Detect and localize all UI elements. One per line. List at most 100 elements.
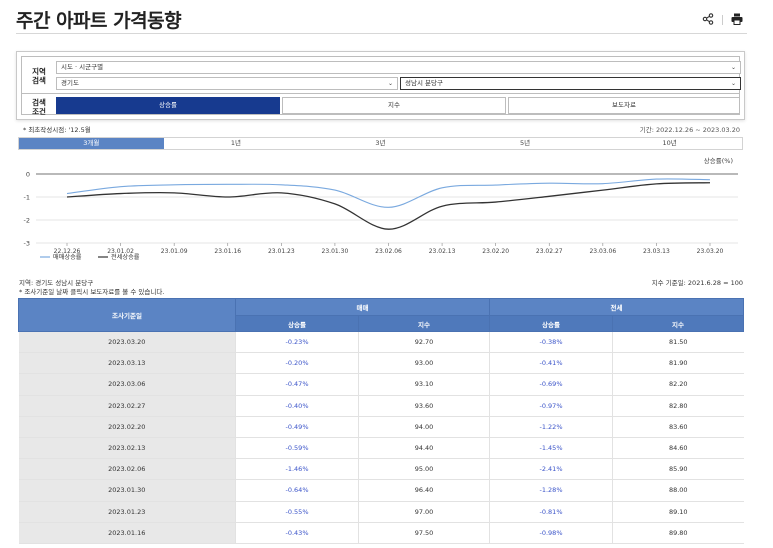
x-tick-label: 23.01.09 (161, 248, 188, 255)
condition-label: 검색 조건 (22, 98, 56, 116)
sale-index-cell: 93.60 (358, 395, 490, 417)
jeonse-index-cell: 84.60 (612, 437, 744, 460)
jeonse-index-cell: 85.90 (612, 458, 744, 481)
x-tick-label: 23.03.06 (589, 248, 616, 255)
sigungu-select-value: 성남시 분당구 (405, 79, 443, 87)
period-range: 기간: 2022.12.26 ~ 2023.03.20 (639, 126, 740, 134)
type-select[interactable]: 시도 · 시군구별 ⌄ (56, 61, 741, 74)
jeonse-rate-cell: -0.81% (489, 501, 613, 523)
sale-rate-cell: -0.23% (235, 331, 359, 354)
sido-select[interactable]: 경기도 ⌄ (56, 77, 398, 90)
legend-label: 매매상승률 (53, 253, 82, 261)
date-cell[interactable]: 2023.01.16 (18, 522, 236, 544)
sale-rate-header: 상승률 (235, 315, 359, 332)
tab-10years[interactable]: 10년 (597, 138, 742, 149)
jeonse-index-cell: 89.10 (612, 501, 744, 523)
index-base-date: 지수 기준일: 2021.6.28 = 100 (651, 279, 743, 287)
jeonse-index-header: 지수 (612, 315, 744, 332)
date-header: 조사기준일 (18, 298, 236, 332)
series-line-jeonse (66, 182, 711, 230)
search-panel-inner: 지역 검색 시도 · 시군구별 ⌄ 경기도 ⌄ 성남시 분당구 ⌄ 검색 조건 … (21, 56, 741, 116)
sale-rate-cell: -0.64% (235, 479, 359, 502)
title-divider (16, 33, 747, 34)
sale-index-cell: 94.00 (358, 416, 490, 438)
jeonse-index-cell: 82.20 (612, 373, 744, 396)
jeonse-index-cell: 88.00 (612, 479, 744, 502)
legend-label: 전세상승률 (111, 253, 140, 261)
tab-5years[interactable]: 5년 (452, 138, 598, 149)
date-cell[interactable]: 2023.02.13 (18, 437, 236, 460)
table-row: 2023.03.20 -0.23% 92.70 -0.38% 81.50 (18, 331, 744, 354)
search-panel: 지역 검색 시도 · 시군구별 ⌄ 경기도 ⌄ 성남시 분당구 ⌄ 검색 조건 … (16, 51, 745, 120)
jeonse-index-cell: 83.60 (612, 416, 744, 438)
chevron-down-icon: ⌄ (387, 80, 393, 87)
share-icon[interactable] (702, 10, 714, 29)
option-rate-button[interactable]: 상승률 (56, 97, 280, 114)
option-press-button[interactable]: 보도자료 (508, 97, 740, 114)
jeonse-rate-cell: -2.41% (489, 458, 613, 481)
sale-index-cell: 97.50 (358, 522, 490, 544)
sale-index-cell: 96.40 (358, 479, 490, 502)
date-cell[interactable]: 2023.02.06 (18, 458, 236, 481)
table-row: 2023.02.27 -0.40% 93.60 -0.97% 82.80 (18, 395, 744, 417)
tab-3months[interactable]: 3개월 (19, 138, 164, 149)
sale-rate-cell: -0.59% (235, 437, 359, 460)
page-actions (702, 10, 743, 29)
x-tick-label: 23.02.20 (482, 248, 509, 255)
y-axis-label: 상승률(%) (704, 156, 733, 165)
price-table-body: 2023.03.20 -0.23% 92.70 -0.38% 81.50 2023.03.… (18, 331, 744, 544)
date-cell[interactable]: 2023.01.30 (18, 479, 236, 502)
jeonse-rate-cell: -1.45% (489, 437, 613, 460)
sigungu-select[interactable]: 성남시 분당구 ⌄ (400, 77, 741, 90)
jeonse-rate-cell: -0.69% (489, 373, 613, 396)
tab-3years[interactable]: 3년 (308, 138, 453, 149)
rate-chart: 상승률(%) 0 -1 -2 -3 22.12.26 23.01.02 23.01.09 23.… (0, 152, 773, 270)
table-row: 2023.02.13 -0.59% 94.40 -1.45% 84.60 (18, 437, 744, 460)
print-icon[interactable] (731, 10, 743, 29)
jeonse-rate-cell: -0.98% (489, 522, 613, 544)
date-cell[interactable]: 2023.03.06 (18, 373, 236, 396)
table-row: 2023.02.20 -0.49% 94.00 -1.22% 83.60 (18, 416, 744, 438)
search-row-divider (22, 93, 739, 94)
sido-select-value: 경기도 (61, 79, 79, 87)
rate-chart-svg: 상승률(%) 0 -1 -2 -3 22.12.26 23.01.02 23.01.09 23.… (24, 156, 738, 261)
table-row: 2023.03.06 -0.47% 93.10 -0.69% 82.20 (18, 373, 744, 396)
date-cell[interactable]: 2023.03.20 (18, 331, 236, 354)
tab-1year[interactable]: 1년 (163, 138, 309, 149)
sale-index-cell: 93.00 (358, 352, 490, 375)
table-row: 2023.01.23 -0.55% 97.00 -0.81% 89.10 (18, 501, 744, 523)
jeonse-rate-cell: -0.38% (489, 331, 613, 354)
table-row: 2023.02.06 -1.46% 95.00 -2.41% 85.90 (18, 458, 744, 481)
x-tick-label: 23.03.20 (697, 248, 724, 255)
jeonse-group-header: 전세 (489, 298, 744, 316)
type-select-value: 시도 · 시군구별 (61, 63, 104, 71)
jeonse-index-cell: 81.90 (612, 352, 744, 375)
date-cell[interactable]: 2023.02.20 (18, 416, 236, 438)
table-row: 2023.01.30 -0.64% 96.40 -1.28% 88.00 (18, 479, 744, 502)
date-cell[interactable]: 2023.02.27 (18, 395, 236, 417)
x-tick-label: 23.01.30 (322, 248, 349, 255)
jeonse-rate-header: 상승률 (489, 315, 613, 332)
jeonse-rate-cell: -0.97% (489, 395, 613, 417)
x-tick-label: 23.01.16 (214, 248, 241, 255)
x-tick-label: 23.02.06 (375, 248, 402, 255)
jeonse-index-cell: 89.80 (612, 522, 744, 544)
first-created-note: * 최초작성시점: '12.5월 (23, 126, 91, 134)
table-row: 2023.01.16 -0.43% 97.50 -0.98% 89.80 (18, 522, 744, 544)
x-tick-label: 23.02.27 (536, 248, 563, 255)
date-cell[interactable]: 2023.03.13 (18, 352, 236, 375)
x-tick-label: 22.12.26 (54, 248, 81, 255)
date-cell[interactable]: 2023.01.23 (18, 501, 236, 523)
option-index-button[interactable]: 지수 (282, 97, 506, 114)
jeonse-rate-cell: -0.41% (489, 352, 613, 375)
y-tick-label: 0 (26, 171, 30, 179)
region-search-label: 지역 검색 (22, 67, 56, 85)
sale-group-header: 매매 (235, 298, 490, 316)
sale-rate-cell: -0.40% (235, 395, 359, 417)
click-note: * 조사기준일 날짜 클릭시 보도자료를 볼 수 있습니다. (19, 288, 165, 296)
region-info: 지역: 경기도 성남시 분당구 (19, 279, 94, 287)
period-tabs: 3개월 1년 3년 5년 10년 (18, 137, 743, 150)
y-tick-label: -1 (24, 194, 30, 202)
table-row: 2023.03.13 -0.20% 93.00 -0.41% 81.90 (18, 352, 744, 375)
icon-divider (722, 14, 723, 25)
